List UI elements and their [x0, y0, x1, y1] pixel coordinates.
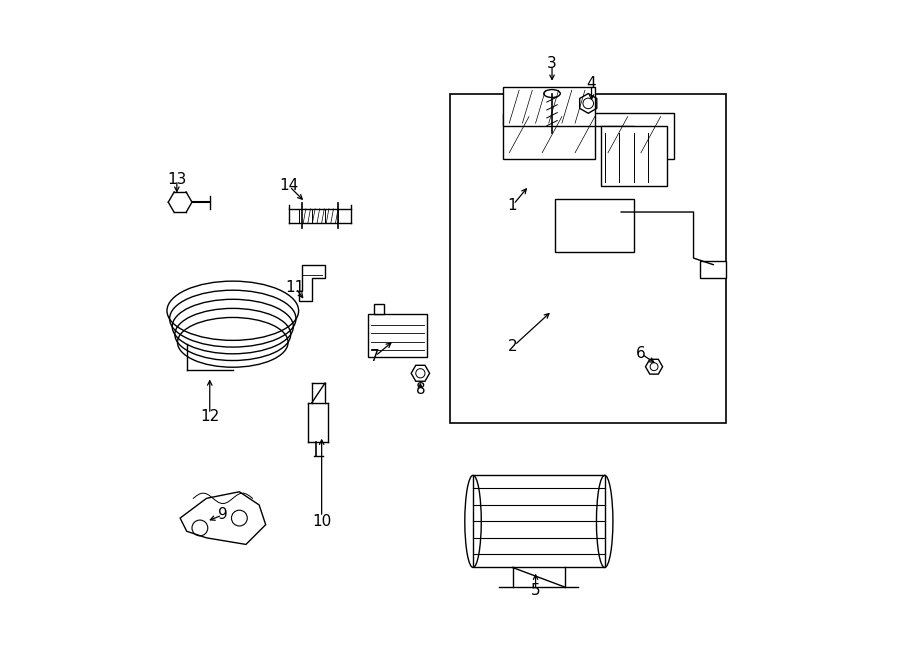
Text: 7: 7 — [370, 349, 379, 364]
Bar — [601, 126, 667, 186]
Text: 5: 5 — [531, 583, 540, 598]
Text: 9: 9 — [218, 507, 228, 522]
Text: 6: 6 — [636, 346, 646, 361]
Bar — [368, 314, 427, 357]
Bar — [450, 94, 726, 422]
Text: 10: 10 — [312, 514, 331, 529]
Text: 2: 2 — [508, 340, 518, 354]
Text: 1: 1 — [508, 198, 518, 213]
Text: 3: 3 — [547, 56, 557, 71]
Text: 4: 4 — [587, 76, 597, 91]
Text: 13: 13 — [167, 172, 186, 186]
Text: 8: 8 — [416, 382, 425, 397]
Text: 12: 12 — [200, 408, 220, 424]
Text: 14: 14 — [279, 178, 299, 193]
Bar — [700, 261, 726, 278]
Bar — [555, 199, 634, 252]
Bar — [374, 304, 384, 314]
Bar — [503, 87, 595, 126]
Text: 11: 11 — [285, 280, 305, 295]
Bar — [473, 475, 605, 567]
